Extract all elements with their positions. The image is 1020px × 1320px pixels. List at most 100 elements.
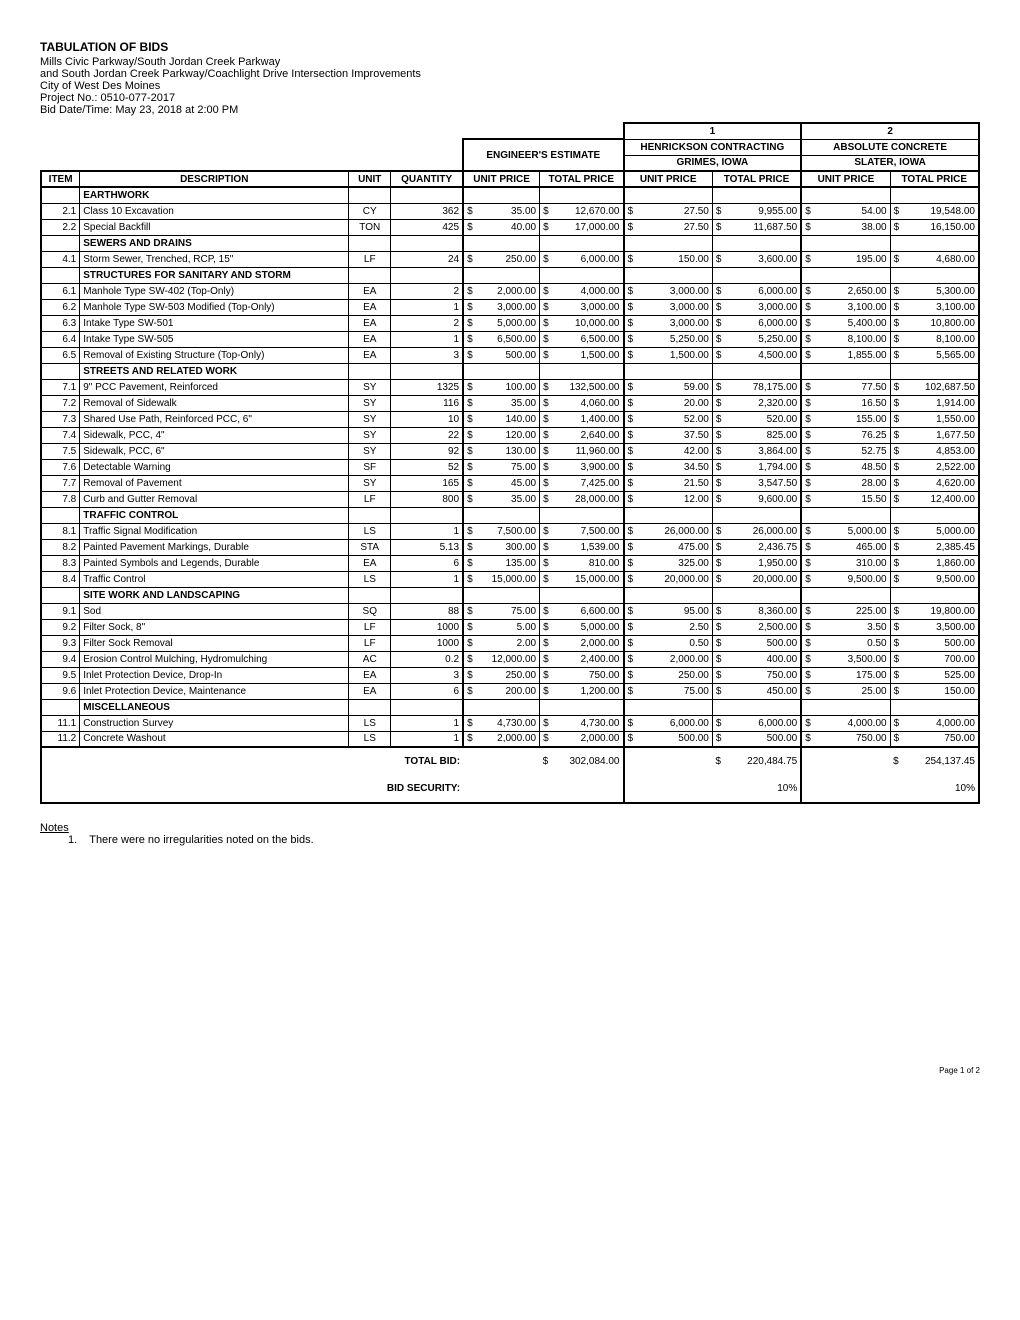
- page-footer: Page 1 of 2: [40, 1066, 980, 1075]
- section-row: MISCELLANEOUS: [41, 699, 979, 715]
- money-cell: $16.50: [801, 395, 890, 411]
- money-cell: $4,500.00: [712, 347, 801, 363]
- money-cell: $3,500.00: [890, 619, 979, 635]
- money-cell: $35.00: [463, 491, 540, 507]
- cell-qty: 92: [391, 443, 463, 459]
- table-row: 7.3Shared Use Path, Reinforced PCC, 6"SY…: [41, 411, 979, 427]
- money-cell: $2,640.00: [540, 427, 624, 443]
- cell-unit: LF: [349, 635, 391, 651]
- money-cell: $5,000.00: [890, 523, 979, 539]
- money-cell: $195.00: [801, 251, 890, 267]
- cell-item: 6.2: [41, 299, 80, 315]
- money-cell: $250.00: [463, 667, 540, 683]
- money-cell: $102,687.50: [890, 379, 979, 395]
- cell-unit: LF: [349, 251, 391, 267]
- cell-item: 7.3: [41, 411, 80, 427]
- money-cell: $300.00: [463, 539, 540, 555]
- money-cell: $150.00: [890, 683, 979, 699]
- cell-item: 2.1: [41, 203, 80, 219]
- money-cell: $465.00: [801, 539, 890, 555]
- cell-unit: STA: [349, 539, 391, 555]
- money-cell: $19,800.00: [890, 603, 979, 619]
- money-cell: $38.00: [801, 219, 890, 235]
- engineer-total: $302,084.00: [540, 747, 624, 775]
- cell-item: 7.2: [41, 395, 80, 411]
- money-cell: $28.00: [801, 475, 890, 491]
- money-cell: $5,250.00: [624, 331, 713, 347]
- cell-desc: Removal of Sidewalk: [80, 395, 349, 411]
- money-cell: $9,500.00: [890, 571, 979, 587]
- money-cell: $25.00: [801, 683, 890, 699]
- cell-unit: SQ: [349, 603, 391, 619]
- money-cell: $2,000.00: [540, 635, 624, 651]
- cell-item: 2.2: [41, 219, 80, 235]
- money-cell: $16,150.00: [890, 219, 979, 235]
- bidder-2-name: ABSOLUTE CONCRETE: [801, 139, 979, 155]
- cell-item: 9.5: [41, 667, 80, 683]
- cell-qty: 24: [391, 251, 463, 267]
- cell-item: 7.8: [41, 491, 80, 507]
- money-cell: $3,547.50: [712, 475, 801, 491]
- cell-desc: Removal of Pavement: [80, 475, 349, 491]
- money-cell: $54.00: [801, 203, 890, 219]
- money-cell: $750.00: [890, 731, 979, 747]
- section-name: MISCELLANEOUS: [80, 699, 349, 715]
- cell-qty: 88: [391, 603, 463, 619]
- col-unit: UNIT: [349, 171, 391, 187]
- money-cell: $42.00: [624, 443, 713, 459]
- money-cell: $12.00: [624, 491, 713, 507]
- money-cell: $4,000.00: [801, 715, 890, 731]
- money-cell: $27.50: [624, 203, 713, 219]
- cell-item: 9.2: [41, 619, 80, 635]
- money-cell: $77.50: [801, 379, 890, 395]
- table-row: 8.4Traffic ControlLS1$15,000.00$15,000.0…: [41, 571, 979, 587]
- money-cell: $2,320.00: [712, 395, 801, 411]
- cell-desc: Sidewalk, PCC, 6": [80, 443, 349, 459]
- col-b2-up: UNIT PRICE: [801, 171, 890, 187]
- section-name: STRUCTURES FOR SANITARY AND STORM: [80, 267, 349, 283]
- money-cell: $76.25: [801, 427, 890, 443]
- money-cell: $1,677.50: [890, 427, 979, 443]
- money-cell: $8,100.00: [890, 331, 979, 347]
- bidder-1-security: 10%: [712, 775, 801, 803]
- bidder-1-num: 1: [624, 123, 802, 139]
- money-cell: $1,539.00: [540, 539, 624, 555]
- total-bid-label: TOTAL BID:: [41, 747, 463, 775]
- cell-qty: 3: [391, 667, 463, 683]
- cell-desc: Painted Pavement Markings, Durable: [80, 539, 349, 555]
- section-row: TRAFFIC CONTROL: [41, 507, 979, 523]
- cell-item: 9.4: [41, 651, 80, 667]
- col-item: ITEM: [41, 171, 80, 187]
- money-cell: $4,000.00: [890, 715, 979, 731]
- cell-unit: SY: [349, 379, 391, 395]
- money-cell: $35.00: [463, 395, 540, 411]
- cell-desc: Storm Sewer, Trenched, RCP, 15": [80, 251, 349, 267]
- cell-unit: EA: [349, 667, 391, 683]
- money-cell: $2,000.00: [624, 651, 713, 667]
- money-cell: $250.00: [624, 667, 713, 683]
- money-cell: $1,860.00: [890, 555, 979, 571]
- money-cell: $2,000.00: [463, 283, 540, 299]
- money-cell: $140.00: [463, 411, 540, 427]
- cell-item: 9.1: [41, 603, 80, 619]
- table-row: 7.6Detectable WarningSF52$75.00$3,900.00…: [41, 459, 979, 475]
- table-row: 6.4Intake Type SW-505EA1$6,500.00$6,500.…: [41, 331, 979, 347]
- table-row: 8.2Painted Pavement Markings, DurableSTA…: [41, 539, 979, 555]
- money-cell: $3,100.00: [801, 299, 890, 315]
- cell-item: 11.2: [41, 731, 80, 747]
- bidder-2-total: $254,137.45: [890, 747, 979, 775]
- money-cell: $7,500.00: [540, 523, 624, 539]
- money-cell: $1,950.00: [712, 555, 801, 571]
- bid-date: Bid Date/Time: May 23, 2018 at 2:00 PM: [40, 104, 980, 116]
- table-row: 6.3Intake Type SW-501EA2$5,000.00$10,000…: [41, 315, 979, 331]
- money-cell: $520.00: [712, 411, 801, 427]
- bidder-2-security: 10%: [890, 775, 979, 803]
- page-title: TABULATION OF BIDS: [40, 40, 980, 54]
- money-cell: $17,000.00: [540, 219, 624, 235]
- money-cell: $12,400.00: [890, 491, 979, 507]
- money-cell: $3,000.00: [540, 299, 624, 315]
- cell-item: 6.3: [41, 315, 80, 331]
- cell-item: 4.1: [41, 251, 80, 267]
- cell-qty: 10: [391, 411, 463, 427]
- money-cell: $2,436.75: [712, 539, 801, 555]
